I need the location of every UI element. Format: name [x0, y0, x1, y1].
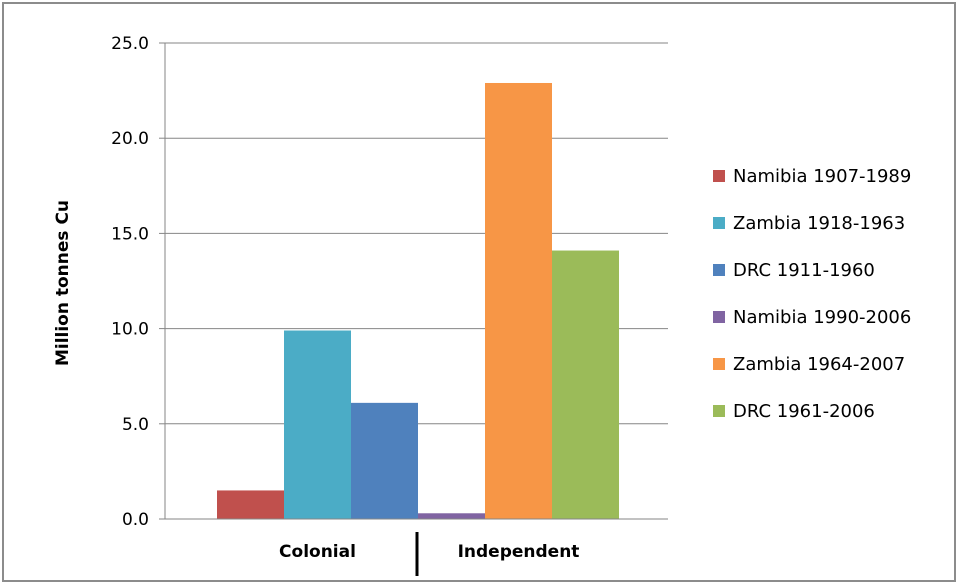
y-tick-label: 25.0	[111, 34, 149, 54]
y-axis-label: Million tonnes Cu	[53, 200, 73, 366]
bar-zambia-1964-2007	[485, 82, 552, 519]
legend-swatch	[713, 264, 725, 276]
bar-namibia-1907-1989	[217, 490, 284, 519]
legend-label: Namibia 1990-2006	[733, 307, 911, 328]
legend-swatch	[713, 170, 725, 182]
bars	[217, 82, 619, 519]
y-tick-label: 0.0	[122, 510, 149, 530]
x-category-labels: Colonial Independent	[165, 518, 668, 576]
legend-swatch	[713, 217, 725, 229]
x-category-label: Independent	[458, 542, 580, 562]
legend-swatch	[713, 358, 725, 370]
y-tick-label: 5.0	[122, 415, 149, 435]
legend-label: Namibia 1907-1989	[733, 166, 911, 187]
x-category-label: Colonial	[279, 542, 356, 562]
legend-swatch	[713, 405, 725, 417]
legend: Namibia 1907-1989 Zambia 1918-1963 DRC 191…	[713, 166, 911, 422]
legend-swatch	[713, 311, 725, 323]
legend-label: Zambia 1964-2007	[733, 354, 905, 375]
y-tick-labels: 0.0 5.0 10.0 15.0 20.0 25.0	[111, 34, 149, 530]
legend-label: DRC 1961-2006	[733, 401, 875, 422]
bar-drc-1961-2006	[552, 250, 619, 519]
bar-drc-1911-1960	[351, 402, 418, 519]
y-tick-label: 20.0	[111, 129, 149, 149]
legend-label: Zambia 1918-1963	[733, 213, 905, 234]
y-tick-label: 10.0	[111, 320, 149, 340]
legend-label: DRC 1911-1960	[733, 260, 875, 281]
y-tick-label: 15.0	[111, 224, 149, 244]
bar-namibia-1990-2006	[418, 513, 485, 519]
bar-zambia-1918-1963	[284, 330, 351, 519]
